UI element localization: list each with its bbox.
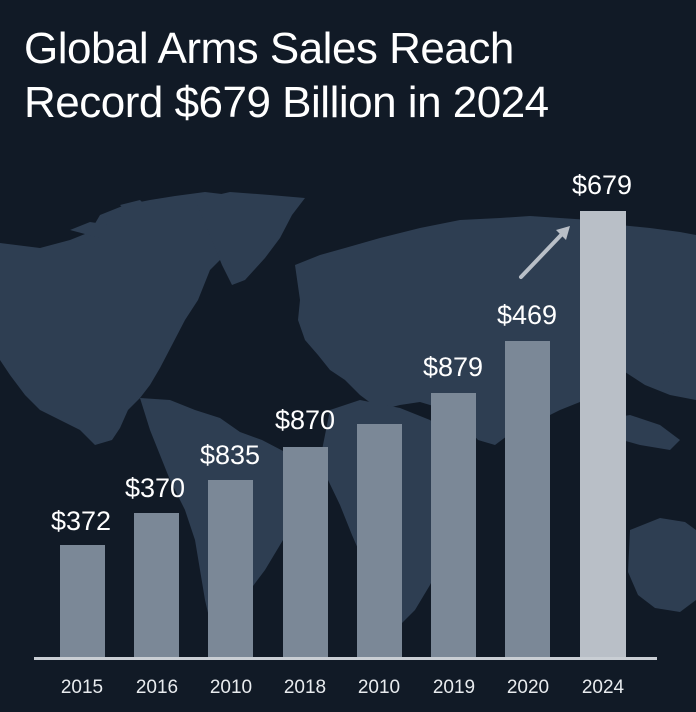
x-tick-2015: 2015 [60, 677, 104, 698]
bar-2015 [60, 545, 105, 657]
x-axis-line [34, 657, 657, 660]
chart-title: Global Arms Sales Reach Record $679 Bill… [24, 22, 549, 130]
x-tick-2024: 2024 [581, 677, 625, 698]
value-label-2020: $469 [496, 300, 558, 330]
x-tick-2018: 2018 [283, 677, 327, 698]
value-label-2018: $870 [274, 405, 336, 435]
value-label-2010: $835 [199, 440, 261, 470]
title-line-1: Global Arms Sales Reach [24, 24, 514, 73]
x-tick-2020: 2020 [506, 677, 550, 698]
bar-2010-b [357, 424, 402, 657]
bar-2024 [580, 211, 626, 657]
value-label-2016: $370 [124, 473, 186, 503]
x-tick-2010-b: 2010 [357, 677, 401, 698]
value-label-2019: $879 [422, 352, 484, 382]
bar-2019 [431, 393, 476, 657]
bar-2020 [505, 341, 550, 657]
x-tick-2019: 2019 [432, 677, 476, 698]
value-label-2024: $679 [571, 170, 633, 200]
bar-2016 [134, 513, 179, 657]
title-line-2: Record $679 Billion in 2024 [24, 78, 549, 127]
value-label-2015: $372 [50, 506, 112, 536]
bar-2010-a [208, 480, 253, 657]
x-tick-2010-a: 2010 [209, 677, 253, 698]
x-tick-2016: 2016 [135, 677, 179, 698]
bar-2018 [283, 447, 328, 657]
